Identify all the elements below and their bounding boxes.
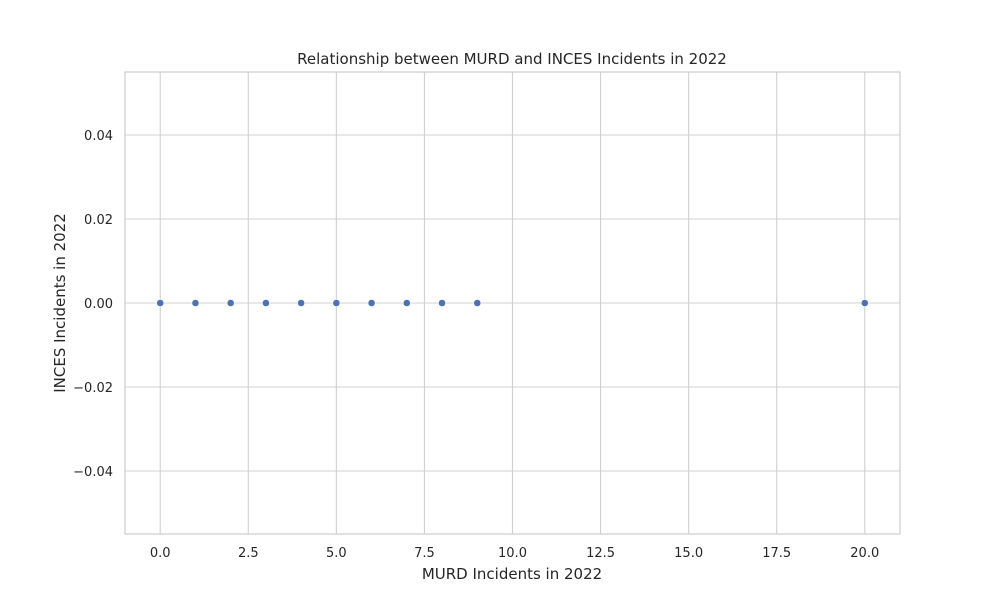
data-point [156,299,165,307]
y-tick-labels: −0.04 −0.02 0.00 0.02 0.04 [73,129,113,480]
y-tick-label: 0.04 [84,129,113,144]
y-tick-label: −0.04 [73,465,113,480]
data-point [860,299,869,307]
x-tick-label: 12.5 [586,546,615,561]
y-gridlines [125,134,900,472]
data-point [473,299,482,307]
plot-frame [124,71,901,535]
y-tick-label: 0.02 [84,213,113,228]
x-tick-label: 10.0 [498,546,527,561]
data-point [438,299,446,307]
data-point [297,299,306,307]
data-point [226,299,235,307]
x-tick-label: 5.0 [326,546,347,561]
y-tick-label: 0.00 [84,297,113,312]
x-tick-label: 15.0 [674,546,703,561]
data-points [156,299,869,307]
y-tick-label: −0.02 [73,381,113,396]
x-tick-label: 2.5 [238,546,259,561]
x-tick-label: 17.5 [762,546,791,561]
data-point [367,299,376,307]
y-axis-label: INCES Incidents in 2022 [51,213,69,393]
x-tick-label: 0.0 [150,546,171,561]
x-tick-label: 7.5 [414,546,435,561]
data-point [402,299,411,307]
chart-title: Relationship between MURD and INCES Inci… [297,50,727,68]
x-tick-label: 20.0 [850,546,879,561]
x-tick-labels: 0.0 2.5 5.0 7.5 10.0 12.5 15.0 17.5 20.0 [150,546,879,561]
data-point [191,299,200,307]
data-point [332,299,341,307]
x-axis-label: MURD Incidents in 2022 [422,565,602,583]
data-point [262,299,270,307]
